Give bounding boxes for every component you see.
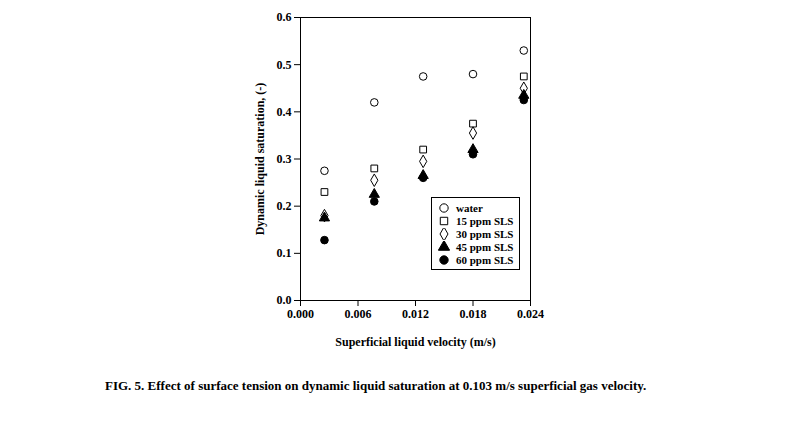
html-text:FIG. 5. Effect of surface tens: FIG. 5. Effect of surface tension on dyn… [105,378,647,393]
svg-text:0.4: 0.4 [277,105,292,119]
html-text:30 ppm SLS: 30 ppm SLS [456,227,514,240]
svg-text:0.3: 0.3 [277,152,292,166]
svg-text:0.5: 0.5 [277,58,292,72]
html-text:60 ppm SLS: 60 ppm SLS [456,253,514,266]
svg-text:0.018: 0.018 [460,307,487,321]
svg-text:0.0: 0.0 [277,293,292,307]
html-text:45 ppm SLS: 45 ppm SLS [456,240,514,253]
svg-text:0.2: 0.2 [277,199,292,213]
svg-text:0.6: 0.6 [277,10,292,24]
svg-text:Dynamic liquid saturation, (-): Dynamic liquid saturation, (-) [253,83,267,236]
html-text:water: water [456,201,483,214]
svg-text:0.000: 0.000 [287,307,314,321]
svg-text:0.024: 0.024 [517,307,544,321]
svg-text:0.006: 0.006 [345,307,372,321]
html-text:15 ppm SLS: 15 ppm SLS [456,214,514,227]
svg-text:0.1: 0.1 [277,246,292,260]
svg-text:0.012: 0.012 [402,307,429,321]
svg-text:Superficial liquid velocity (m: Superficial liquid velocity (m/s) [335,335,495,349]
